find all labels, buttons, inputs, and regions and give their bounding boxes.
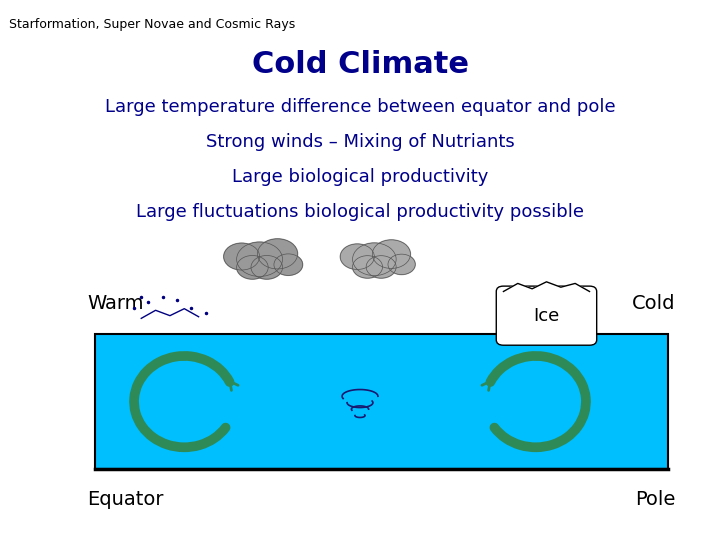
Circle shape <box>353 243 396 275</box>
Text: Starformation, Super Novae and Cosmic Rays: Starformation, Super Novae and Cosmic Ra… <box>9 17 294 30</box>
Text: Cold: Cold <box>632 294 675 313</box>
Text: Equator: Equator <box>87 490 164 509</box>
Circle shape <box>388 254 415 274</box>
Circle shape <box>224 243 260 270</box>
Text: Ice: Ice <box>534 307 559 325</box>
Polygon shape <box>503 282 590 292</box>
Circle shape <box>341 244 374 269</box>
Text: Large fluctuations biological productivity possible: Large fluctuations biological productivi… <box>136 203 584 221</box>
Circle shape <box>251 255 282 279</box>
Text: Cold Climate: Cold Climate <box>251 50 469 79</box>
Circle shape <box>274 254 302 275</box>
Text: Warm: Warm <box>87 294 144 313</box>
Text: Pole: Pole <box>635 490 675 509</box>
Circle shape <box>366 255 396 278</box>
FancyBboxPatch shape <box>496 286 597 345</box>
Circle shape <box>372 240 410 268</box>
FancyBboxPatch shape <box>94 334 668 469</box>
Text: Large temperature difference between equator and pole: Large temperature difference between equ… <box>104 98 616 116</box>
Text: Strong winds – Mixing of Nutriants: Strong winds – Mixing of Nutriants <box>206 133 514 151</box>
Text: Large biological productivity: Large biological productivity <box>232 168 488 186</box>
Circle shape <box>237 255 268 279</box>
Circle shape <box>353 255 382 278</box>
Circle shape <box>237 242 282 276</box>
Circle shape <box>258 239 297 269</box>
